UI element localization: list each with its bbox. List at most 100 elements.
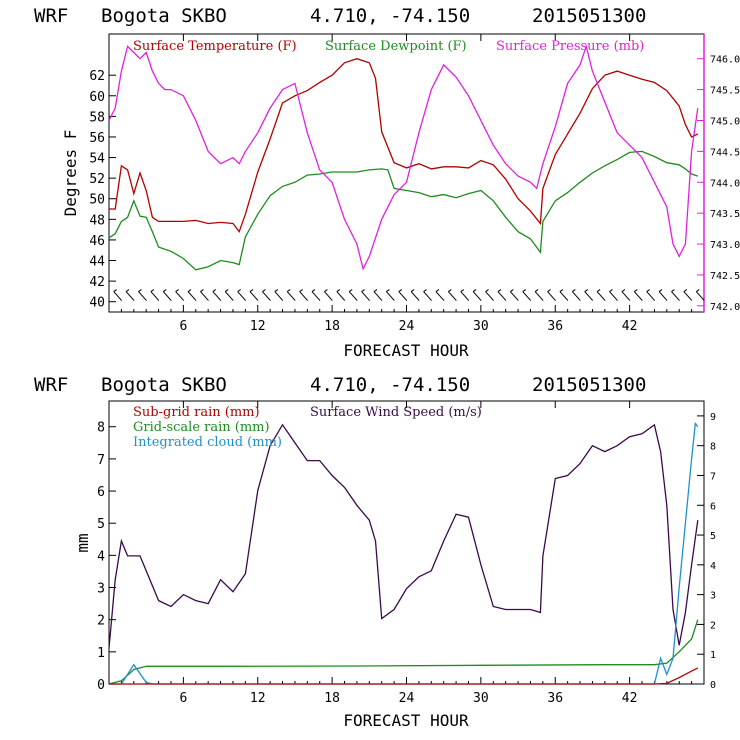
bottom-header-model: WRF [34, 374, 68, 396]
wind-barb-flag [547, 289, 551, 292]
bottom-y-axis-label: mm [73, 533, 92, 552]
top-chart-header: WRF Bogota SKBO 4.710, -74.150 201505130… [34, 5, 646, 27]
legend-surface-wind-speed: Surface Wind Speed (m/s) [310, 405, 482, 420]
wind-barb [138, 291, 147, 301]
wind-barb-flag [596, 289, 601, 292]
y-tick-label: 46 [89, 234, 105, 249]
y-tick-label: 42 [89, 275, 105, 290]
y-tick-label: 1 [97, 646, 105, 661]
top-y-axis-label: Degrees F [61, 130, 80, 217]
wind-barb-flag [584, 289, 588, 292]
x-tick-label: 18 [324, 319, 340, 334]
y2-tick-label: 3 [710, 591, 716, 602]
wind-barb [348, 291, 358, 301]
legend-integrated-cloud: Integrated cloud (mm) [133, 435, 282, 450]
surface-pressure-line [108, 44, 699, 271]
y2-tick-label: 745.5 [710, 86, 740, 97]
y-tick-label: 48 [89, 213, 105, 228]
y2-tick-label: 9 [710, 412, 716, 423]
wind-barb-flag [460, 289, 465, 292]
x-tick-label: 30 [473, 319, 489, 334]
x-tick-label: 30 [473, 691, 489, 706]
top-header-location: Bogota SKBO [101, 5, 227, 27]
wind-barb-flag [621, 289, 626, 292]
wind-barb-flag [162, 289, 167, 292]
wind-barb-flag [696, 289, 700, 292]
wind-barb [609, 291, 618, 301]
top-header-model: WRF [34, 5, 68, 27]
wind-barb-flag [448, 289, 452, 292]
wind-barb [113, 291, 123, 301]
wind-barb [162, 291, 172, 301]
y-tick-label: 40 [89, 296, 105, 311]
wind-barb [373, 291, 383, 301]
wind-barb [559, 291, 569, 301]
top-x-axis-ticks: 6 12 18 24 30 36 42 [120, 34, 693, 334]
wind-barb-flag [472, 289, 477, 292]
wind-barb-flag [311, 289, 316, 292]
wind-barb [274, 291, 284, 301]
wind-barb [249, 291, 259, 301]
wind-barb [224, 291, 234, 301]
wind-barb-flag [485, 289, 489, 292]
wind-barb-flag [224, 289, 229, 292]
wind-barb [447, 291, 457, 301]
y2-tick-label: 743.0 [710, 240, 740, 251]
top-y2-axis-ticks: 742.0 742.5 743.0 743.5 744.0 744.5 745.0 745.5… [697, 55, 740, 313]
x-tick-label: 24 [399, 319, 415, 334]
wind-barb-flag [125, 289, 130, 292]
wind-barb-flag [410, 289, 415, 292]
surface-wind-speed-line [108, 423, 699, 649]
grid-scale-rain-line [108, 619, 699, 685]
wind-barb-flag [187, 289, 192, 292]
x-tick-label: 42 [622, 319, 638, 334]
y-tick-label: 58 [89, 110, 105, 125]
bottom-y-axis-ticks: 0 1 2 3 4 5 6 7 8 [97, 421, 116, 693]
wind-barb [460, 291, 470, 301]
wind-barb [435, 291, 445, 301]
y-tick-label: 4 [97, 549, 105, 564]
wind-barb [324, 291, 333, 301]
y-tick-label: 0 [97, 678, 105, 693]
wind-barb [509, 291, 519, 301]
bottom-header-location: Bogota SKBO [101, 374, 227, 396]
wind-barb [522, 291, 532, 301]
y-tick-label: 62 [89, 69, 105, 84]
wind-barb-flag [361, 289, 365, 292]
wind-barb [423, 291, 432, 301]
wind-barb-flag [150, 289, 155, 292]
x-tick-label: 36 [547, 691, 563, 706]
wind-barb-flag [658, 289, 663, 292]
top-y-axis-ticks: 40 42 44 46 48 50 52 54 56 58 60 62 [89, 69, 116, 311]
y-tick-label: 50 [89, 193, 105, 208]
y2-tick-label: 742.5 [710, 271, 740, 282]
y-tick-label: 44 [89, 255, 105, 270]
wind-barb [646, 291, 656, 301]
top-legend: Surface Temperature (F) Surface Dewpoint… [133, 39, 644, 54]
y2-tick-label: 744.0 [710, 178, 740, 189]
wind-barb [596, 291, 606, 301]
y-tick-label: 2 [97, 614, 105, 629]
bottom-x-axis-label: FORECAST HOUR [343, 711, 469, 730]
wind-barb-flag [398, 289, 403, 292]
y2-tick-label: 0 [710, 680, 716, 691]
wind-barb-flag [299, 289, 303, 292]
wind-barb [571, 291, 581, 301]
x-tick-label: 12 [250, 319, 266, 334]
wind-barb-flag [262, 289, 266, 292]
wind-barb [237, 291, 247, 301]
legend-surface-dewpoint: Surface Dewpoint (F) [325, 39, 467, 54]
wind-barb [584, 291, 594, 301]
wind-barb [410, 291, 420, 301]
wind-barb-flag [522, 289, 527, 292]
wind-barb [150, 291, 160, 301]
surface-temperature-line [109, 58, 699, 234]
wind-barb-flag [274, 289, 279, 292]
legend-sub-grid-rain: Sub-grid rain (mm) [133, 405, 260, 420]
wind-barb [472, 291, 482, 301]
wind-barb [286, 291, 296, 301]
wind-barb [361, 291, 370, 301]
x-tick-label: 36 [547, 319, 563, 334]
wind-barb-flag [423, 289, 427, 292]
